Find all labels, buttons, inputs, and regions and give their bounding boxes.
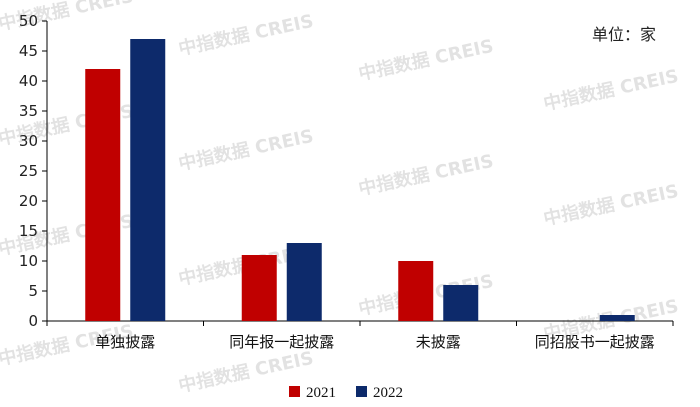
y-tick-label: 5: [28, 282, 38, 300]
watermark-text: 中指数据 CREIS: [176, 10, 315, 60]
y-tick-label: 10: [19, 252, 38, 270]
y-tick-label: 40: [19, 72, 38, 90]
y-tick-label: 45: [19, 42, 38, 60]
y-tick-label: 20: [19, 192, 38, 210]
watermark-text: 中指数据 CREIS: [356, 35, 495, 85]
axes: 0 5 10 15 20 25 30 35 40 45 50: [19, 12, 674, 330]
bar: [85, 69, 121, 321]
x-axis-labels: 单独披露 同年报一起披露 未披露 同招股书一起披露: [95, 333, 655, 351]
bar: [286, 243, 322, 321]
legend-swatch: [289, 386, 300, 397]
bar: [241, 255, 277, 321]
y-tick-label: 25: [19, 162, 38, 180]
x-category-label: 单独披露: [95, 333, 155, 351]
bar: [130, 39, 166, 321]
x-category-label: 未披露: [416, 333, 461, 351]
legend-label: 2021: [306, 385, 336, 401]
legend-swatch: [356, 386, 367, 397]
bar: [599, 315, 635, 321]
bars: [85, 39, 635, 321]
x-category-label: 同招股书一起披露: [535, 333, 655, 351]
bar: [398, 261, 434, 321]
watermark-text: 中指数据 CREIS: [356, 150, 495, 200]
unit-label: 单位：家: [592, 25, 656, 44]
y-tick-label: 50: [19, 12, 38, 30]
y-tick-label: 15: [19, 222, 38, 240]
x-category-label: 同年报一起披露: [229, 333, 334, 351]
legend-label: 2022: [373, 385, 403, 401]
y-tick-label: 35: [19, 102, 38, 120]
watermark-text: 中指数据 CREIS: [176, 125, 315, 175]
watermark-text: 中指数据 CREIS: [541, 180, 680, 230]
y-tick-label: 30: [19, 132, 38, 150]
watermark-text: 中指数据 CREIS: [541, 65, 680, 115]
bar: [443, 285, 479, 321]
legend: 2021 2022: [289, 385, 403, 401]
y-tick-label: 0: [28, 312, 38, 330]
